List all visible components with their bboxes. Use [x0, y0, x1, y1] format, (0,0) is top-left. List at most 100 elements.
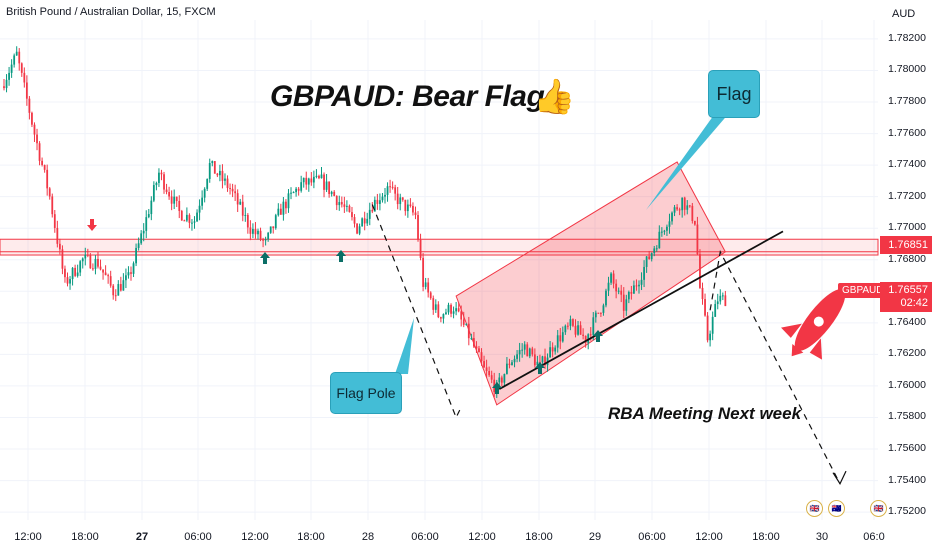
candle-body [338, 202, 341, 206]
candle-body [363, 218, 366, 224]
flag-support-line [498, 230, 784, 390]
candle-body [193, 221, 196, 223]
candle-body [328, 181, 331, 195]
candle-body [622, 294, 625, 311]
time-tick: 12:00 [241, 531, 269, 543]
candle-body [587, 334, 590, 343]
candle-body [132, 263, 135, 274]
candle-body [109, 276, 112, 286]
candle-body [262, 239, 264, 241]
candle-body [145, 217, 148, 231]
candle-body [584, 335, 587, 343]
candle-body [290, 192, 292, 194]
candle-body [208, 163, 211, 179]
australia-flag-icon[interactable]: 🇦🇺 [828, 500, 845, 517]
candle-body [462, 319, 465, 325]
candle-body [409, 204, 412, 206]
candle-body [399, 197, 402, 205]
candle-body [610, 273, 612, 283]
candle-body [396, 193, 399, 205]
candle-body [79, 261, 82, 273]
rocket-nozzle [791, 344, 804, 357]
candle-body [648, 256, 651, 260]
candle-body [521, 349, 524, 351]
candle-body [236, 193, 239, 205]
candle-body [500, 377, 503, 383]
candle-body [460, 311, 463, 320]
candle-body [346, 205, 348, 207]
candle-body [130, 272, 132, 274]
candle-body [18, 51, 21, 64]
candle-body [112, 285, 115, 296]
candle-body [178, 200, 181, 211]
candle-body [693, 220, 696, 225]
candle-body [152, 185, 155, 201]
candle-body [84, 254, 87, 259]
candle-body [361, 218, 364, 227]
candle-body [442, 314, 445, 319]
time-tick: 12:00 [695, 531, 723, 543]
candle-body [320, 174, 323, 179]
price-tick: 1.75600 [888, 442, 926, 455]
candle-body [254, 228, 257, 235]
symbol-tag: GBPAUD [838, 283, 888, 298]
price-tick: 1.76000 [888, 378, 926, 391]
pole-callout-pointer [395, 318, 414, 374]
candle-body [257, 230, 259, 235]
support-arrow-icon [336, 250, 346, 262]
candle-body [455, 308, 458, 312]
countdown-timer: 02:42 [900, 297, 928, 309]
candle-body [86, 254, 89, 256]
candle-body [219, 170, 221, 176]
candle-body [724, 295, 727, 307]
time-tick: 18:00 [525, 531, 553, 543]
rocket-fin [809, 338, 823, 360]
candle-body [536, 361, 539, 366]
candle-body [323, 174, 325, 190]
candle-body [343, 204, 346, 207]
candle-body [617, 290, 620, 292]
candle-body [234, 191, 237, 194]
trend-lines [371, 204, 847, 485]
candle-body [394, 187, 397, 194]
candle-body [706, 315, 709, 341]
markers [87, 219, 603, 394]
candle-body [605, 290, 607, 306]
price-tick: 1.77600 [888, 126, 926, 139]
candle-body [635, 285, 638, 287]
candle-body [615, 283, 618, 292]
time-tick: 06:00 [411, 531, 439, 543]
candle-body [305, 177, 308, 185]
candle-body [541, 356, 544, 363]
candle-body [89, 255, 92, 269]
candle-body [366, 218, 369, 224]
candle-body [168, 192, 170, 197]
candle-body [58, 243, 61, 250]
candle-body [310, 178, 313, 183]
candle-body [625, 299, 628, 311]
candle-body [102, 269, 104, 273]
uk-flag-icon[interactable]: 🇬🇧 [806, 500, 823, 517]
candle-body [315, 175, 318, 177]
price-tick: 1.77200 [888, 189, 926, 202]
candle-body [373, 199, 376, 212]
candle-body [185, 214, 188, 221]
time-tick: 06:0 [863, 531, 885, 543]
candle-body [404, 199, 407, 212]
pole-projection [371, 204, 461, 419]
support-arrow-icon [593, 330, 603, 342]
candle-body [318, 175, 320, 179]
uk-flag-icon[interactable]: 🇬🇧 [870, 500, 887, 517]
candle-body [594, 312, 597, 318]
candle-body [114, 295, 117, 297]
candle-body [94, 258, 97, 269]
candle-body [137, 243, 140, 248]
candle-body [572, 319, 574, 326]
price-tick: 1.76800 [888, 252, 926, 265]
rocket-icon [781, 289, 846, 360]
candle-body [686, 205, 689, 210]
candle-body [434, 304, 437, 310]
candle-body [630, 292, 633, 294]
candle-body [307, 178, 310, 185]
